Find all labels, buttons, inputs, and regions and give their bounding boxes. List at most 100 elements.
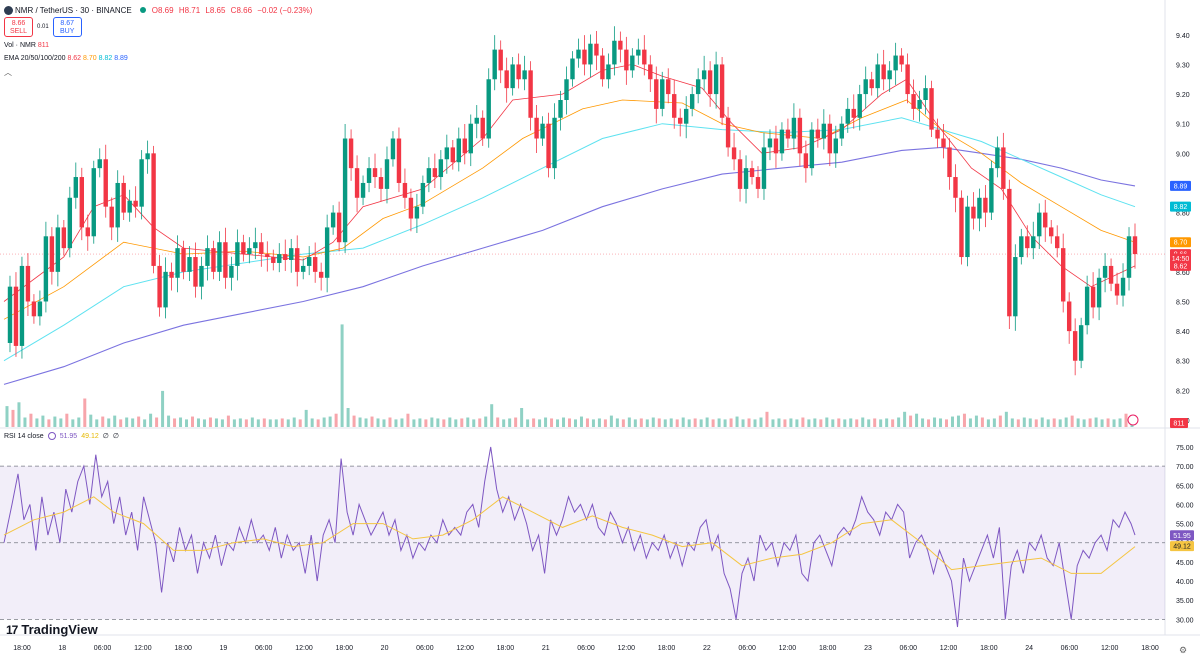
candle-body: [474, 117, 479, 124]
candle-body: [582, 49, 587, 65]
candle-body: [43, 236, 49, 302]
volume-bar: [681, 417, 685, 427]
candle-body: [618, 40, 623, 50]
volume-bar: [1076, 418, 1080, 427]
volume-bar: [364, 418, 368, 427]
trade-buttons: 8.66 SELL 0.01 8.67 BUY: [4, 17, 82, 37]
candle-body: [103, 159, 108, 207]
candle-body: [863, 79, 868, 95]
candle-body: [432, 168, 438, 178]
sell-button[interactable]: 8.66 SELL: [4, 17, 33, 37]
volume-bar: [927, 419, 931, 427]
volume-bar: [968, 418, 972, 427]
rsi-legend[interactable]: RSI 14 close 51.95 49.12 ∅ ∅: [4, 432, 119, 440]
candle-body: [109, 206, 114, 228]
rsi-extra2: ∅: [112, 433, 119, 440]
candle-body: [283, 254, 288, 260]
volume-bar: [1004, 411, 1008, 427]
rsi-value: 51.95: [59, 432, 78, 440]
volume-bar: [352, 415, 356, 427]
candle-body: [253, 242, 258, 249]
candle-body: [546, 123, 551, 169]
candle-body: [881, 64, 886, 80]
tradingview-logo[interactable]: 17 TradingView: [6, 622, 98, 637]
volume-bar: [59, 418, 63, 427]
volume-bar: [843, 419, 847, 427]
volume-legend-label: Vol · NMR: [4, 42, 36, 49]
spread-value: 0.01: [37, 24, 49, 30]
volume-bar: [526, 419, 530, 427]
volume-bar: [980, 417, 984, 427]
time-tick-label: 12:00: [295, 645, 313, 652]
volume-bar: [191, 416, 194, 427]
volume-bar: [1046, 419, 1050, 427]
rsi-settings-icon[interactable]: [47, 432, 56, 440]
candle-body: [1108, 265, 1114, 284]
time-tick-label: 12:00: [456, 645, 474, 652]
time-tick-label: 18: [58, 645, 66, 652]
volume-bar: [83, 398, 87, 427]
volume-bar: [753, 419, 757, 427]
candle-body: [905, 64, 910, 95]
candle-body: [1072, 331, 1078, 361]
candle-body: [342, 138, 348, 243]
candle-body: [7, 286, 13, 343]
volume-bar: [256, 419, 260, 427]
collapse-legend-icon[interactable]: ︿: [4, 68, 12, 77]
candle-body: [229, 265, 234, 278]
candle-body: [91, 168, 96, 237]
candle-body: [875, 64, 880, 89]
volume-bar: [502, 419, 506, 427]
candle-body: [815, 129, 821, 139]
volume-bar: [1028, 418, 1032, 427]
volume-bar: [879, 419, 883, 427]
volume-bar: [35, 418, 39, 427]
volume-bar: [41, 415, 45, 427]
candle-body: [564, 79, 569, 100]
volume-bar: [328, 416, 332, 427]
volume-bar: [861, 417, 865, 427]
candle-body: [654, 79, 659, 109]
gear-icon[interactable]: ⚙: [1179, 645, 1188, 655]
volume-bar: [125, 417, 129, 427]
volume-bar: [1058, 419, 1062, 427]
candle-body: [55, 227, 61, 272]
volume-bar: [735, 416, 739, 427]
rsi-tick-label: 65.00: [1176, 483, 1194, 490]
volume-bar: [460, 418, 464, 427]
ema200-value: 8.89: [114, 55, 128, 62]
volume-bar: [196, 418, 200, 427]
symbol-title[interactable]: NMR / TetherUS · 30 · BINANCE: [15, 5, 132, 15]
volume-bar: [238, 418, 242, 427]
volume-bar: [909, 415, 913, 427]
rsi-badge: [1170, 541, 1194, 552]
candle-body: [193, 257, 198, 287]
volume-bar: [77, 417, 81, 427]
time-tick-label: 18:00: [980, 645, 998, 652]
ema-legend[interactable]: EMA 20/50/100/200 8.62 8.70 8.82 8.89: [4, 55, 128, 62]
buy-button[interactable]: 8.67 BUY: [52, 17, 82, 37]
volume-bar: [621, 419, 625, 427]
time-tick-label: 06:00: [577, 645, 595, 652]
candle-body: [199, 265, 204, 287]
ohlc-values: O8.69 H8.71 L8.65 C8.66 −0.02 (−0.23%): [152, 6, 316, 15]
volume-bar: [310, 418, 314, 427]
volume-bar: [831, 419, 835, 427]
candle-body: [678, 117, 683, 124]
candle-body: [468, 123, 473, 154]
candle-body: [965, 206, 970, 258]
volume-bar: [436, 418, 440, 427]
candle-body: [480, 117, 485, 139]
time-tick-label: 20: [381, 645, 389, 652]
volume-legend[interactable]: Vol · NMR 811: [4, 42, 49, 49]
candle-body: [336, 212, 342, 243]
rsi-tick-label: 30.00: [1176, 617, 1194, 624]
candle-body: [773, 138, 779, 154]
candle-body: [552, 117, 557, 169]
candle-body: [1055, 236, 1060, 249]
ohlc-high: H8.71: [178, 5, 201, 15]
price-tick-label: 9.10: [1176, 122, 1190, 129]
volume-bar: [202, 419, 206, 427]
